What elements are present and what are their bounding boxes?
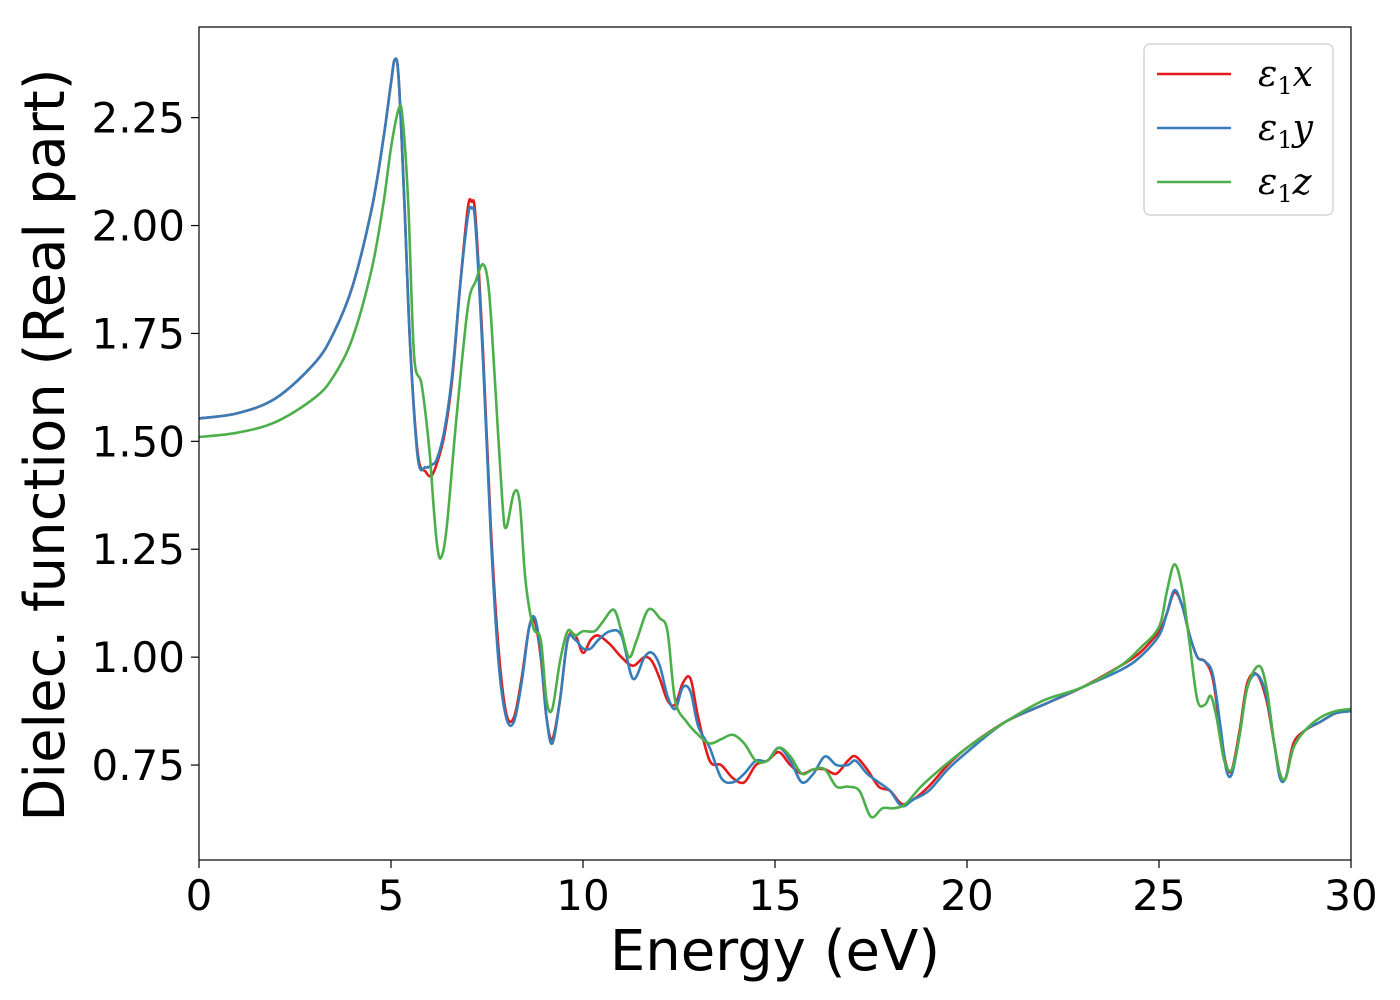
y-tick-label: 0.75 <box>91 741 185 790</box>
series-line-z <box>199 104 1351 819</box>
y-tick-label: 1.50 <box>91 417 185 466</box>
x-tick-label: 30 <box>1324 871 1377 920</box>
series-layer <box>199 57 1351 819</box>
y-tick-label: 1.75 <box>91 309 185 358</box>
legend-box <box>1143 43 1334 216</box>
y-tick-label: 1.25 <box>91 525 185 574</box>
y-tick-label: 1.00 <box>91 633 185 682</box>
x-tick-label: 0 <box>186 871 213 920</box>
x-tick-label: 20 <box>940 871 993 920</box>
y-axis-title: Dielec. function (Real part) <box>13 68 78 821</box>
legend: ε1x ε1y ε1z <box>1143 43 1334 216</box>
y-tick-label: 2.00 <box>91 202 185 251</box>
x-axis-title: Energy (eV) <box>610 919 940 984</box>
legend-label-y: ε1y <box>1258 108 1314 154</box>
ticks-layer: 0 5 10 15 20 25 30 0.75 1.00 1.25 1.50 1.75 2.00 2.25 <box>91 94 1377 920</box>
x-tick-label: 5 <box>378 871 405 920</box>
legend-label-z: ε1z <box>1258 162 1313 208</box>
legend-label-x: ε1x <box>1258 54 1313 100</box>
series-line-y <box>199 57 1351 808</box>
y-tick-label: 2.25 <box>91 94 185 143</box>
x-tick-label: 15 <box>748 871 801 920</box>
x-tick-label: 25 <box>1132 871 1185 920</box>
x-tick-label: 10 <box>556 871 609 920</box>
